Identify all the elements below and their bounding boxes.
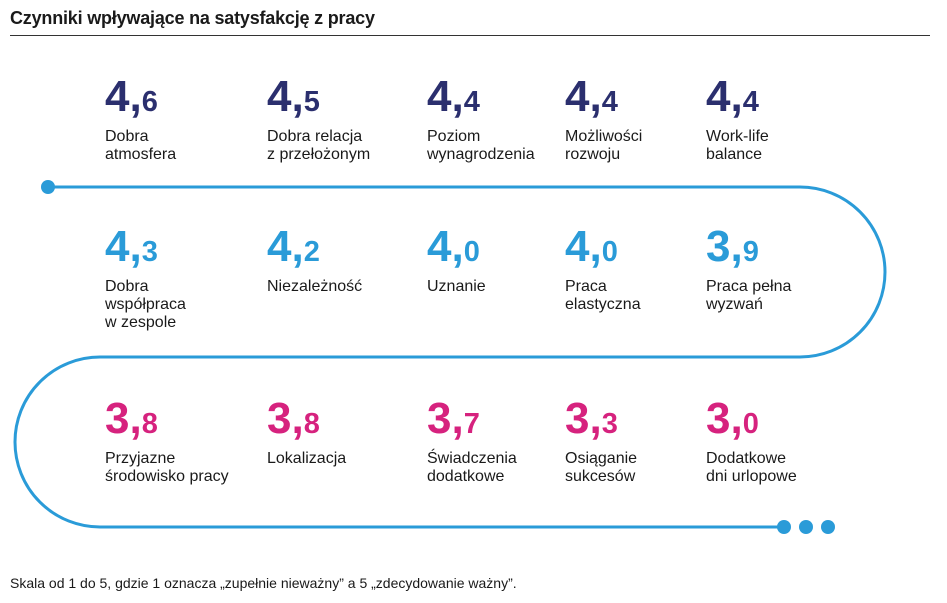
factor-item: 4,4 Możliwości rozwoju [565, 75, 715, 164]
factor-item: 3,8 Lokalizacja [267, 397, 417, 468]
factor-score: 3,7 [427, 397, 577, 441]
score-integer: 3 [706, 394, 731, 443]
factor-label: Niezależność [267, 278, 363, 295]
score-integer: 4 [267, 72, 292, 121]
score-decimal-separator: , [730, 394, 743, 443]
score-integer: 3 [267, 394, 292, 443]
factor-item: 3,8 Przyjazne środowisko pracy [105, 397, 255, 486]
factor-score: 4,0 [427, 225, 577, 269]
factor-item: 4,6 Dobra atmosfera [105, 75, 255, 164]
factor-score: 4,4 [706, 75, 856, 119]
score-decimal-separator: , [129, 394, 142, 443]
score-decimal: 8 [141, 408, 158, 440]
factor-score: 4,5 [267, 75, 417, 119]
score-integer: 4 [706, 72, 731, 121]
score-decimal-separator: , [730, 72, 743, 121]
score-integer: 3 [427, 394, 452, 443]
factor-label: Dodatkowe dni urlopowe [706, 450, 797, 485]
score-decimal: 6 [141, 86, 158, 118]
factor-score: 3,3 [565, 397, 715, 441]
factor-item: 4,2 Niezależność [267, 225, 417, 296]
factor-score: 3,8 [267, 397, 417, 441]
score-decimal: 4 [463, 86, 480, 118]
footnote: Skala od 1 do 5, gdzie 1 oznacza „zupełn… [10, 575, 517, 591]
factor-score: 4,3 [105, 225, 255, 269]
factor-label: Praca pełna wyzwań [706, 278, 792, 313]
score-integer: 3 [706, 222, 731, 271]
score-decimal-separator: , [291, 72, 304, 121]
score-decimal-separator: , [589, 72, 602, 121]
score-decimal: 8 [303, 408, 320, 440]
score-integer: 4 [565, 222, 590, 271]
factor-item: 3,3 Osiąganie sukcesów [565, 397, 715, 486]
factor-label: Możliwości rozwoju [565, 128, 643, 163]
factor-item: 3,7 Świadczenia dodatkowe [427, 397, 577, 486]
score-decimal: 0 [463, 236, 480, 268]
score-decimal-separator: , [451, 222, 464, 271]
title-divider [10, 35, 930, 36]
factor-score: 4,4 [565, 75, 715, 119]
score-decimal-separator: , [730, 222, 743, 271]
score-integer: 4 [105, 222, 130, 271]
factor-score: 4,4 [427, 75, 577, 119]
factor-item: 4,4 Poziom wynagrodzenia [427, 75, 577, 164]
score-integer: 4 [267, 222, 292, 271]
score-decimal: 0 [742, 408, 759, 440]
score-integer: 3 [105, 394, 130, 443]
factor-score: 4,2 [267, 225, 417, 269]
factor-item: 3,0 Dodatkowe dni urlopowe [706, 397, 856, 486]
factor-label: Lokalizacja [267, 450, 347, 467]
factor-label: Przyjazne środowisko pracy [105, 450, 229, 485]
score-decimal-separator: , [129, 222, 142, 271]
score-decimal: 9 [742, 236, 759, 268]
path-end-dot [777, 520, 791, 534]
score-decimal: 3 [601, 408, 618, 440]
score-decimal: 4 [601, 86, 618, 118]
factor-score: 4,6 [105, 75, 255, 119]
factor-label: Dobra atmosfera [105, 128, 177, 163]
score-decimal-separator: , [291, 222, 304, 271]
factor-item: 3,9 Praca pełna wyzwań [706, 225, 856, 314]
factor-score: 3,0 [706, 397, 856, 441]
score-decimal: 4 [742, 86, 759, 118]
chart-title: Czynniki wpływające na satysfakcję z pra… [10, 8, 375, 28]
factor-item: 4,0 Praca elastyczna [565, 225, 715, 314]
score-decimal-separator: , [451, 72, 464, 121]
factor-label: Praca elastyczna [565, 278, 641, 313]
factor-label: Osiąganie sukcesów [565, 450, 638, 485]
factor-score: 4,0 [565, 225, 715, 269]
score-integer: 4 [105, 72, 130, 121]
factor-label: Świadczenia dodatkowe [427, 450, 517, 485]
score-decimal: 5 [303, 86, 320, 118]
snake-line [13, 185, 887, 529]
factor-label: Dobra współpraca w zespole [105, 278, 186, 331]
factor-score: 3,9 [706, 225, 856, 269]
factor-label: Work-life balance [706, 128, 769, 163]
score-decimal: 7 [463, 408, 480, 440]
factor-label: Poziom wynagrodzenia [427, 128, 535, 163]
score-decimal-separator: , [589, 222, 602, 271]
path-end-dot [799, 520, 813, 534]
score-decimal-separator: , [589, 394, 602, 443]
factor-label: Uznanie [427, 278, 486, 295]
score-integer: 4 [427, 72, 452, 121]
factor-item: 4,3 Dobra współpraca w zespole [105, 225, 255, 332]
score-integer: 4 [427, 222, 452, 271]
factor-item: 4,4 Work-life balance [706, 75, 856, 164]
score-integer: 4 [565, 72, 590, 121]
factor-item: 4,0 Uznanie [427, 225, 577, 296]
score-decimal-separator: , [291, 394, 304, 443]
factor-label: Dobra relacja z przełożonym [267, 128, 371, 163]
score-decimal: 0 [601, 236, 618, 268]
score-decimal: 3 [141, 236, 158, 268]
factor-item: 4,5 Dobra relacja z przełożonym [267, 75, 417, 164]
score-decimal-separator: , [129, 72, 142, 121]
score-decimal-separator: , [451, 394, 464, 443]
score-decimal: 2 [303, 236, 320, 268]
path-start-dot [41, 180, 55, 194]
factor-score: 3,8 [105, 397, 255, 441]
path-end-dot [821, 520, 835, 534]
score-integer: 3 [565, 394, 590, 443]
